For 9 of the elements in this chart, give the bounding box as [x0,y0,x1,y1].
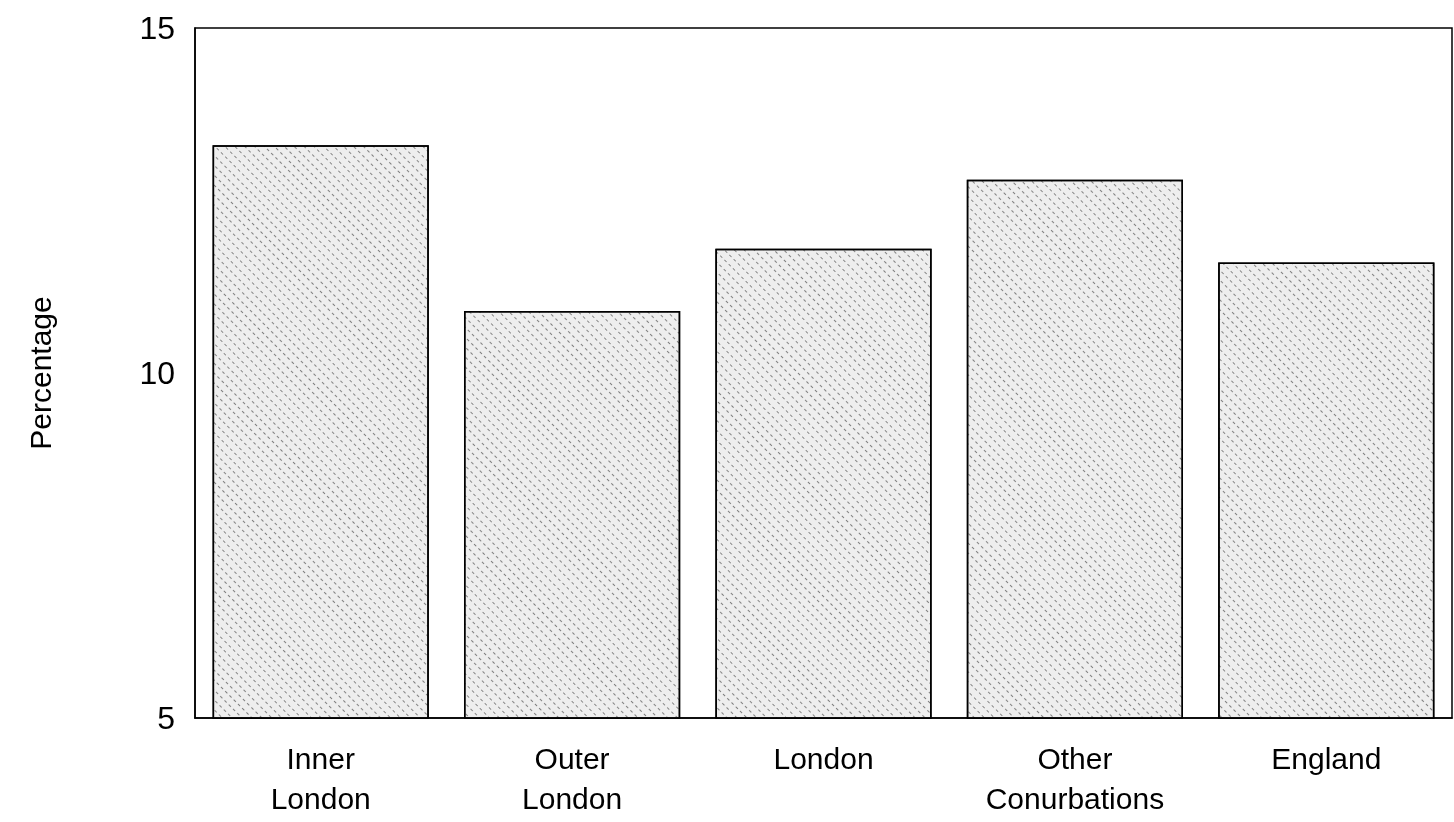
x-tick-label: London [773,741,874,775]
y-tick-label: 10 [139,355,175,391]
x-tick-label: Outer London [522,741,623,815]
y-axis-title: Percentage [23,296,57,450]
x-tick-label: England [1271,741,1382,775]
x-tick-label: Inner London [270,741,371,815]
x-tick-label: Other Conurbations [985,741,1165,815]
y-tick-label: 15 [139,10,175,46]
y-tick-label: 5 [157,700,175,736]
